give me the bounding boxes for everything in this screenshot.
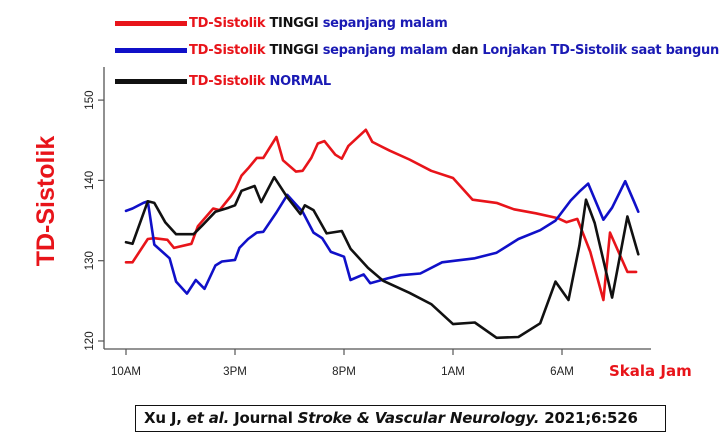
legend-text: TD-Sistolik [189,15,266,31]
citation-author: Xu J, [144,409,187,427]
legend-text: sepanjang malam [322,42,448,58]
series-lines [124,128,640,340]
x-tick-label: 1AM [441,366,465,378]
legend-text: NORMAL [265,73,331,89]
legend-text: TINGGI [265,15,323,31]
legend-item: TD-Sistolik TINGGI sepanjang malam [115,13,448,33]
y-tick-label: 130 [84,251,96,270]
legend-swatch [115,78,187,84]
citation-journal-prefix: Journal [229,409,298,427]
y-tick-label: 120 [84,331,96,350]
series-line-1 [124,179,640,295]
y-axis-title: TD-Sistolik [32,135,60,267]
legend-text: Lonjakan TD-Sistolik saat bangun [482,42,719,58]
legend-text: dan [447,42,483,58]
x-tick-label: 8PM [332,366,356,378]
legend-text: TD-Sistolik [189,73,266,89]
legend-swatch [115,20,187,26]
y-tick-label: 150 [84,91,96,110]
y-tick-label: 140 [84,171,96,190]
legend-text: sepanjang malam [322,15,448,31]
citation-etal: et al. [186,409,230,427]
legend-item: TD-Sistolik NORMAL [115,71,331,91]
legend-swatch [115,47,187,53]
x-tick-label: 3PM [223,366,247,378]
legend-text: TINGGI [265,42,323,58]
legend-item: TD-Sistolik TINGGI sepanjang malam dan L… [115,40,719,60]
legend-text: TD-Sistolik [189,42,266,58]
citation-ref: 2021;6:526 [539,409,638,427]
citation-box: Xu J, et al. Journal Stroke & Vascular N… [135,405,666,432]
series-line-2 [124,175,640,340]
series-line-0 [124,128,638,302]
axes: 120 130 140 150 10AM 3PM 8PM 1AM 6AM [84,67,651,378]
x-tick-label: 6AM [550,366,574,378]
x-axis-unit-label: Skala Jam [609,362,692,380]
citation-journal: Stroke & Vascular Neurology. [297,409,540,427]
x-tick-label: 10AM [111,366,141,378]
